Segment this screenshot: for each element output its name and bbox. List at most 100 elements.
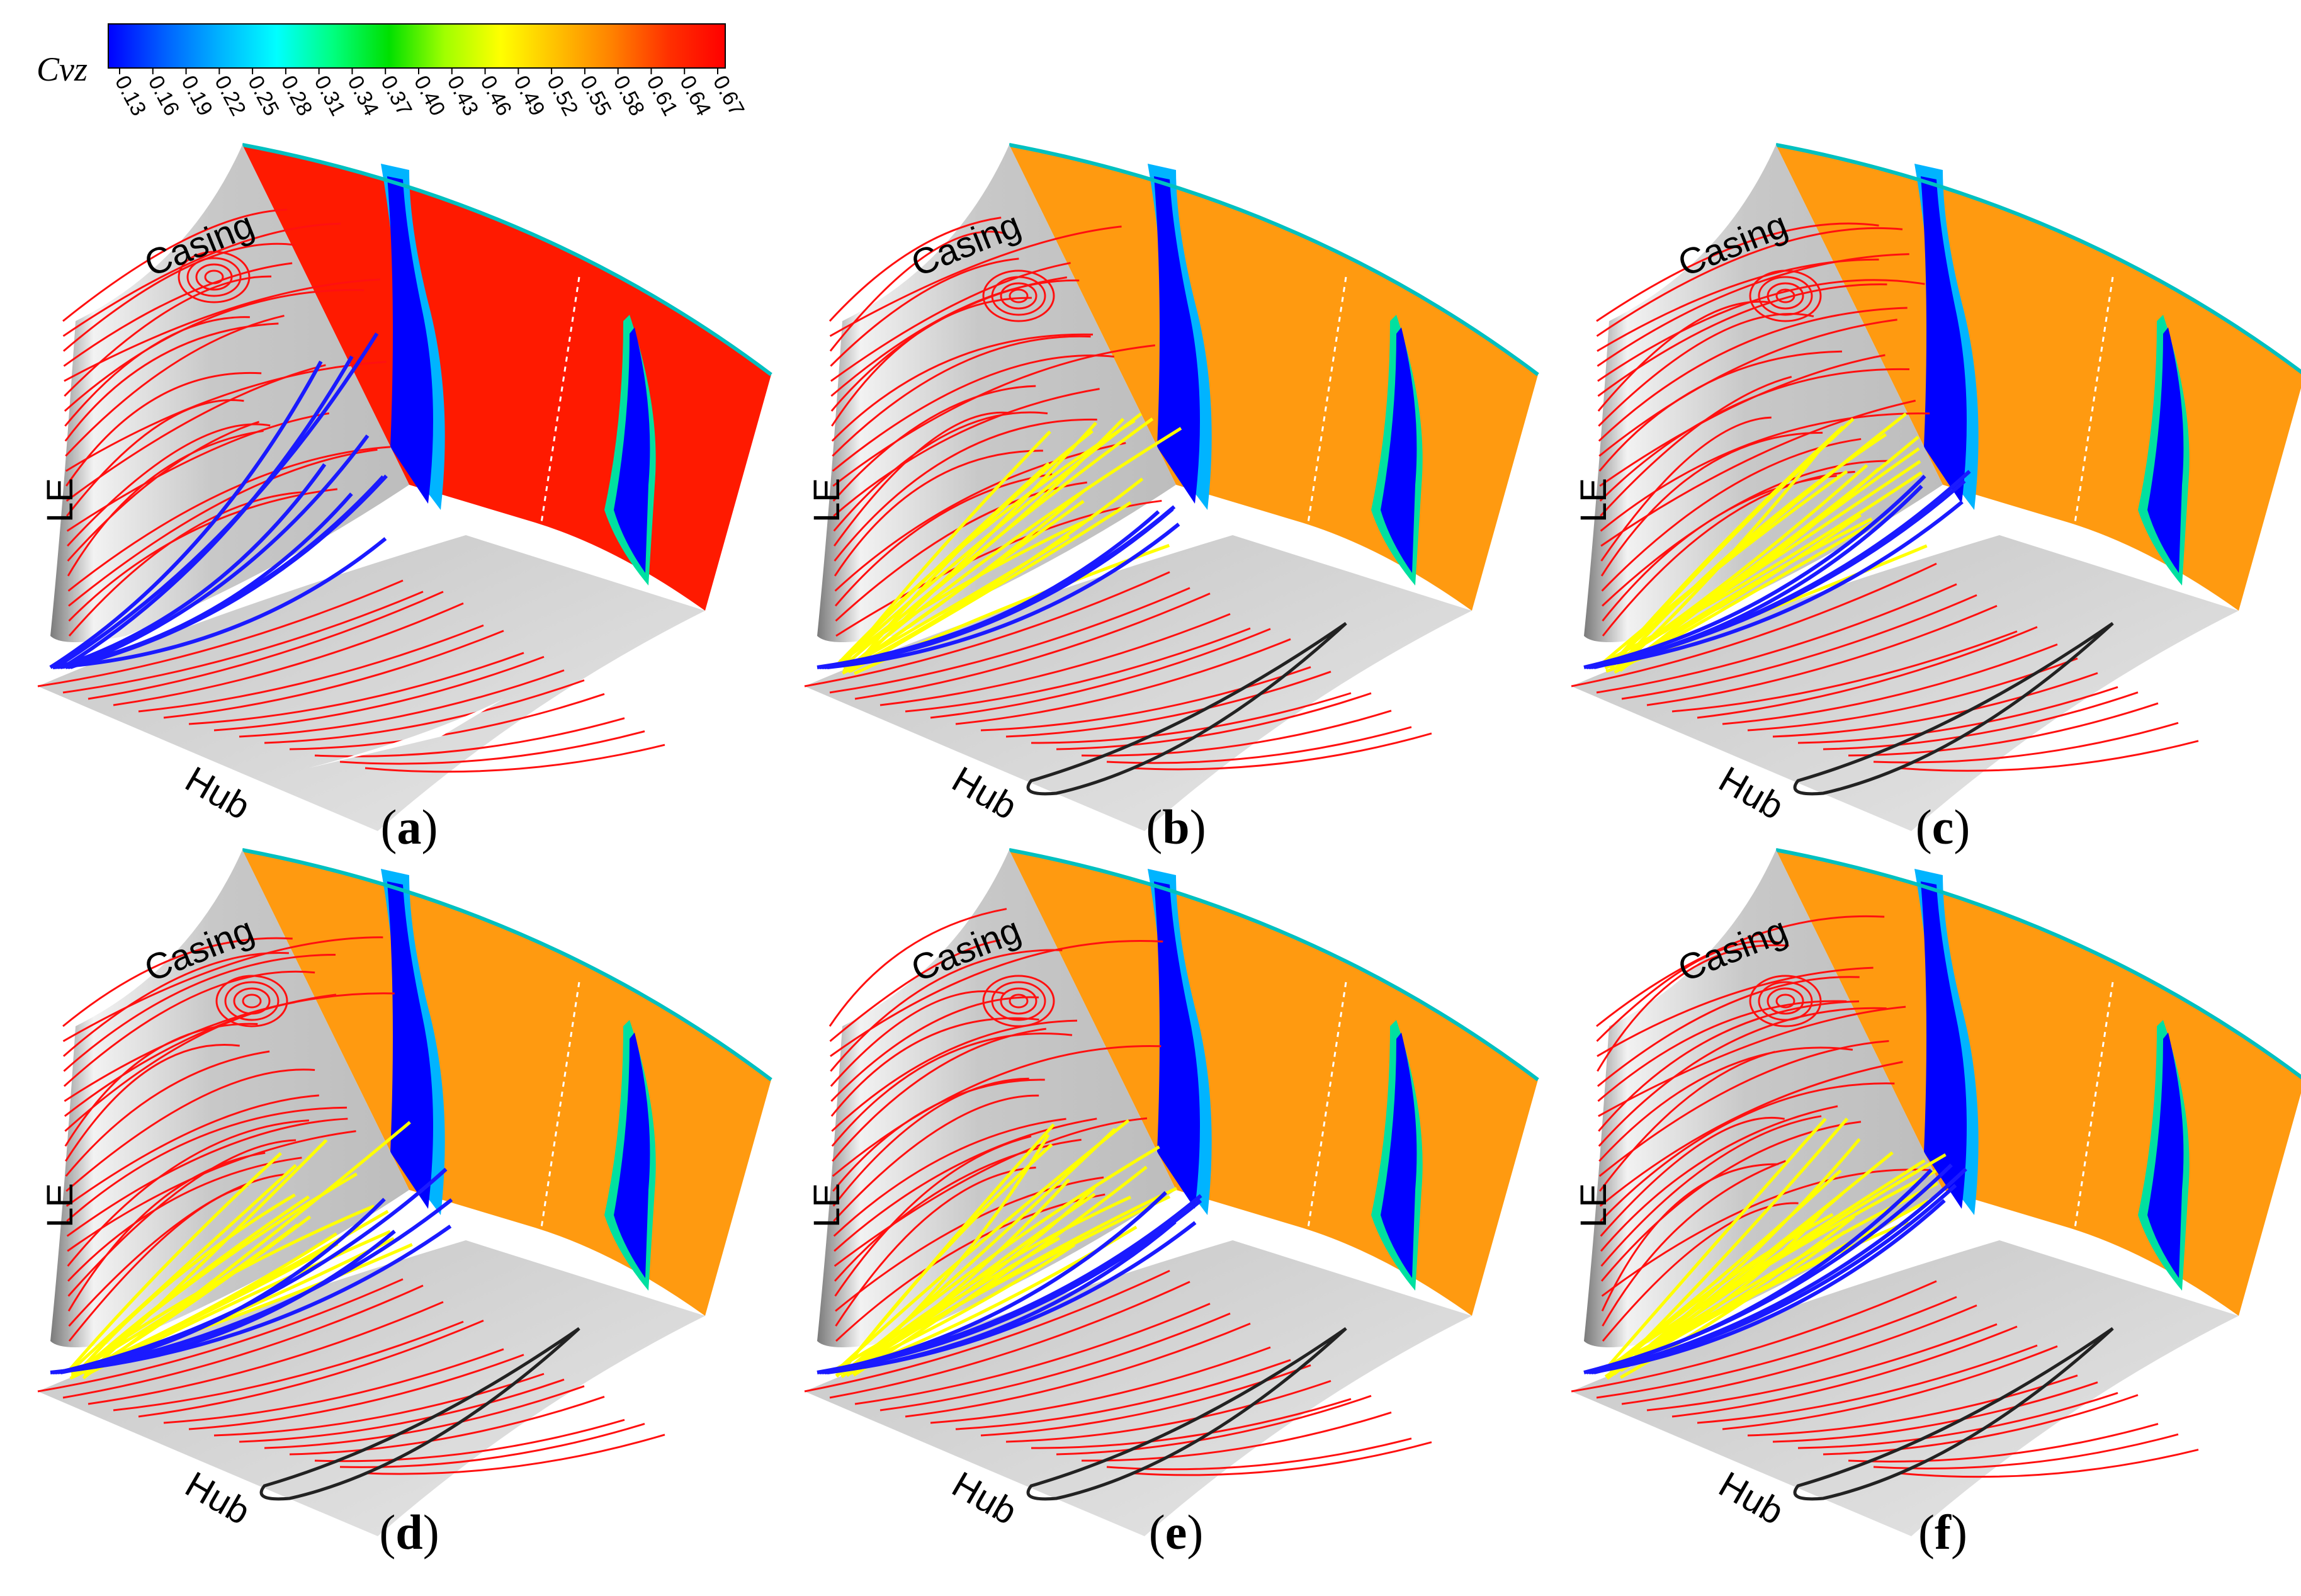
- blade-streamline: [834, 1118, 1097, 1252]
- red-streamlines: [37, 936, 665, 1475]
- blade-streamline: [831, 1019, 1078, 1132]
- focal-swirl: [982, 975, 1055, 1027]
- caption-close: ): [1951, 1505, 1967, 1559]
- hub-streamline: [1131, 732, 1432, 771]
- yellow-vortex-line: [76, 1172, 358, 1376]
- blade-streamline: [830, 262, 1071, 382]
- yellow-vortex-line: [842, 477, 1144, 675]
- blade-streamline: [1598, 1007, 1887, 1147]
- blade-streamline: [65, 371, 262, 487]
- blue-vortex-line: [822, 1191, 1167, 1374]
- hub-streamline: [905, 627, 1251, 713]
- contour-plane: [1775, 143, 2301, 611]
- le-label: LE: [40, 478, 81, 523]
- blade-streamline: [1596, 940, 1782, 1042]
- blade-streamline: [1600, 1105, 1838, 1252]
- focal-swirl: [1758, 276, 1813, 316]
- hub-streamline: [1722, 643, 2058, 725]
- caption-letter: a: [397, 800, 422, 854]
- colorbar-title: Cvz: [37, 50, 88, 88]
- yellow-vortex-line: [852, 1165, 1148, 1377]
- vortex-lines: [817, 1119, 1202, 1379]
- blue-vortex-line: [1593, 470, 1971, 669]
- hub-streamline: [314, 1418, 625, 1463]
- hub-streamline: [1898, 740, 2199, 772]
- yellow-vortex-line: [849, 499, 1085, 670]
- blade-streamline: [834, 442, 1126, 592]
- blade-streamline: [1602, 1202, 1799, 1342]
- blade-streamline: [1598, 350, 1842, 472]
- blade-section-outline: [1793, 621, 2114, 796]
- focal-swirl: [224, 981, 280, 1021]
- blade-streamline: [1599, 368, 1910, 502]
- blade-streamline: [830, 939, 1163, 1057]
- hub-streamline: [213, 655, 545, 732]
- yellow-vortex-line: [73, 1193, 296, 1378]
- contour-secondary-core: [2147, 1033, 2184, 1278]
- hub-streamline: [905, 1322, 1251, 1418]
- hub-streamline: [1081, 1411, 1392, 1462]
- hub-streamline: [163, 630, 504, 719]
- contour-wake-core: [1921, 881, 1967, 1209]
- hub-streamline: [1823, 691, 2139, 750]
- yellow-vortex-line: [69, 1152, 282, 1370]
- blade-streamline: [1601, 1169, 1931, 1297]
- caption-open: (: [1146, 800, 1162, 854]
- hub-streamline: [1005, 1379, 1331, 1443]
- blade-streamline: [831, 333, 1094, 442]
- yellow-vortex-line: [835, 1123, 1055, 1378]
- blade-streamline: [68, 488, 338, 622]
- hub-streamline: [1848, 702, 2159, 757]
- hub-streamline: [930, 628, 1271, 719]
- blade-streamline: [65, 314, 285, 457]
- blade-streamline: [833, 1094, 1039, 1222]
- focal-swirl: [1749, 269, 1822, 322]
- yellow-vortex-line: [839, 1119, 1130, 1369]
- le-label: LE: [1573, 1183, 1614, 1228]
- blade-surface: [1584, 850, 1943, 1347]
- hub-streamline: [1031, 1398, 1352, 1449]
- panel-caption: (e): [1149, 1505, 1204, 1559]
- hub-streamline: [1697, 626, 2038, 719]
- blade-streamline: [66, 399, 244, 517]
- pitch-line: [2074, 276, 2114, 523]
- blade-streamline: [833, 388, 1100, 517]
- blue-vortex-line: [1593, 1167, 1967, 1374]
- hub-streamline: [980, 666, 1311, 732]
- blade-streamline: [833, 411, 1012, 547]
- blade-streamline: [835, 481, 1087, 622]
- blade-section-outline: [1026, 1327, 1347, 1501]
- blade-streamline: [65, 1094, 319, 1207]
- hub-streamline: [1596, 1296, 1957, 1399]
- hub-streamline: [879, 1312, 1231, 1412]
- colorbar-tick-label: 0.61: [642, 72, 682, 120]
- caption-letter: c: [1932, 800, 1954, 854]
- le-label: LE: [1573, 478, 1614, 523]
- caption-close: ): [1187, 1505, 1203, 1559]
- hub-streamline: [955, 638, 1291, 725]
- blue-vortex-line: [1591, 1199, 1946, 1374]
- caption-letter: d: [395, 1505, 422, 1559]
- hub-streamline: [955, 1359, 1291, 1430]
- yellow-vortex-line: [1612, 425, 1845, 664]
- blade-streamline: [1598, 1046, 1853, 1162]
- focal-swirl: [1775, 993, 1795, 1009]
- blade-streamline: [833, 411, 1048, 532]
- hub-streamline: [339, 730, 645, 765]
- blade-streamline: [62, 222, 341, 337]
- focal-swirl: [1758, 981, 1813, 1021]
- blade-streamline: [1602, 460, 1891, 607]
- blue-vortex-line: [67, 474, 388, 669]
- hub-streamline: [1131, 1441, 1432, 1476]
- contour-wake-core: [387, 176, 433, 504]
- vortex-lines: [1583, 412, 1971, 674]
- hub-streamline: [239, 669, 565, 738]
- yellow-vortex-line: [1620, 1220, 1909, 1372]
- yellow-vortex-line: [835, 461, 1050, 667]
- hub-streamline: [1772, 672, 2098, 738]
- panel-caption: (d): [379, 1505, 439, 1559]
- focal-swirl: [1000, 987, 1037, 1015]
- blade-streamline: [1598, 307, 1908, 442]
